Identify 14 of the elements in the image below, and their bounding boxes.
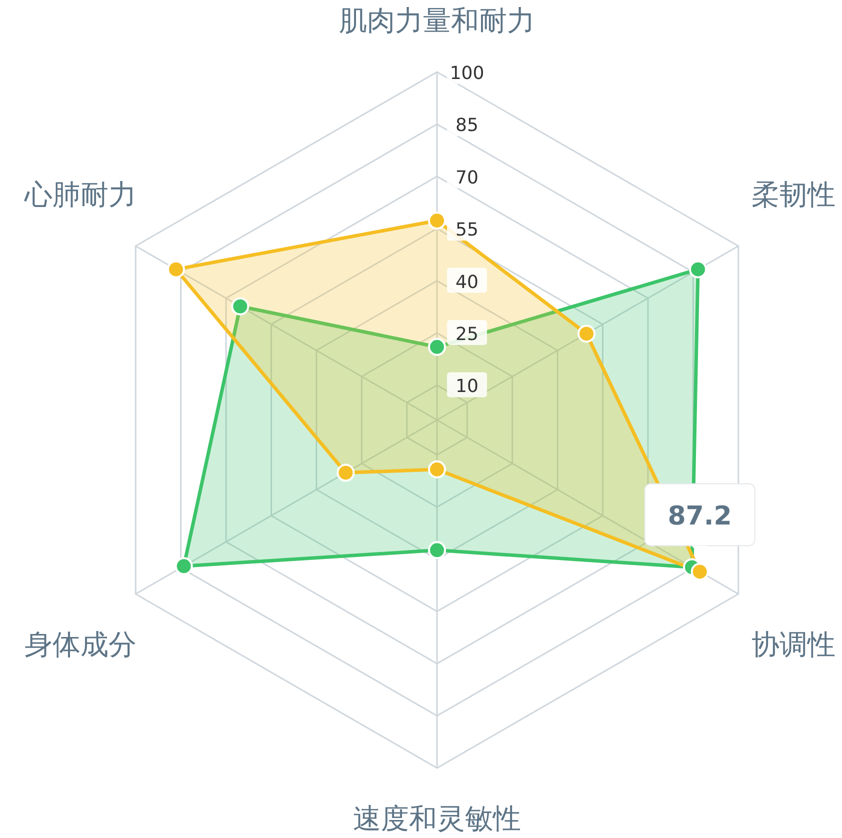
y-tick-label: 25 xyxy=(456,324,478,345)
y-tick-label: 85 xyxy=(456,115,478,136)
y-tick-label: 10 xyxy=(456,376,478,398)
spoke-label: 协调性 xyxy=(751,628,836,661)
spoke-label: 身体成分 xyxy=(24,628,137,661)
y-tick-label: 40 xyxy=(456,272,478,293)
data-label: 87.2 xyxy=(668,502,732,532)
y-tick-label: 100 xyxy=(450,63,484,84)
y-tick-label: 55 xyxy=(456,220,478,241)
y-tick-label: 70 xyxy=(456,167,478,188)
spoke-label: 心肺耐力 xyxy=(24,178,137,211)
spoke-label: 肌肉力量和耐力 xyxy=(339,4,535,37)
spoke-label: 柔韧性 xyxy=(751,178,836,211)
spoke-label: 速度和灵敏性 xyxy=(353,802,521,835)
